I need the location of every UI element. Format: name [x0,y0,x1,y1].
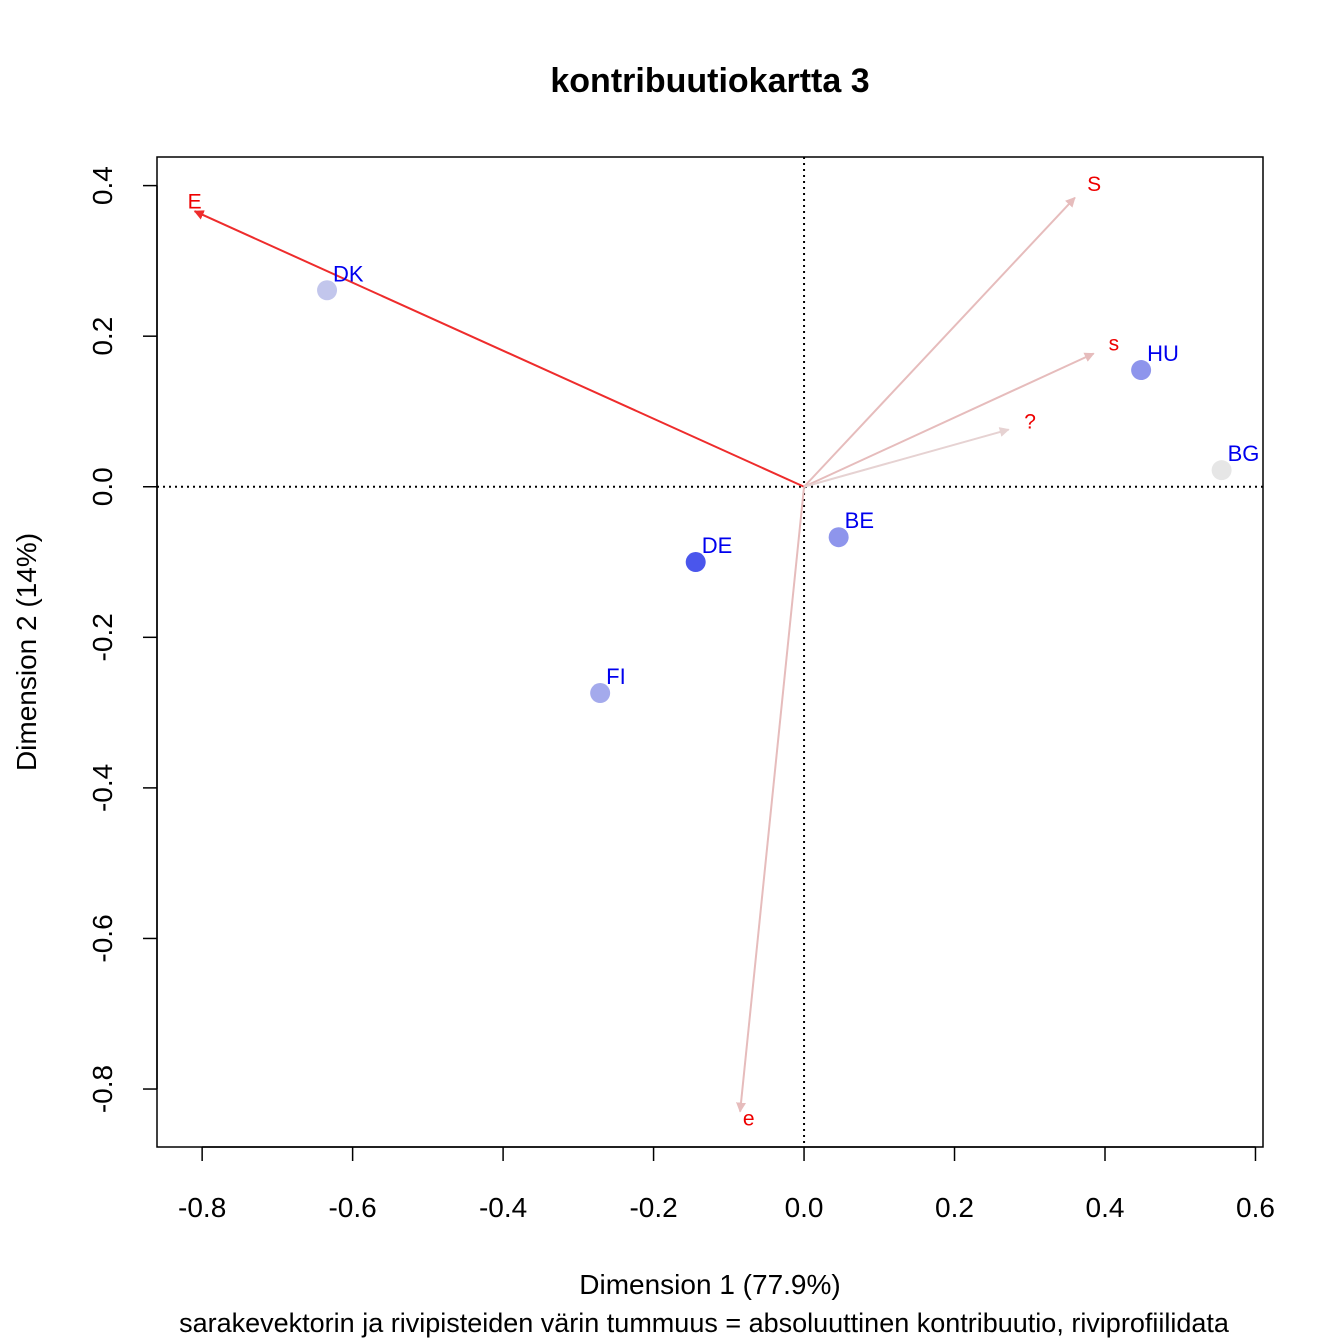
column-vector-arrow [193,210,805,488]
column-vector-label: ? [1024,410,1036,433]
row-point-label: BG [1228,441,1260,466]
y-tick-label: -0.2 [87,613,118,661]
row-point [317,280,338,301]
row-point [828,527,849,548]
x-tick-label: -0.2 [629,1192,677,1223]
y-tick-label: -0.8 [87,1065,118,1113]
y-tick-label: -0.6 [87,914,118,962]
reference-lines [157,157,1263,1147]
x-tick-label: -0.6 [328,1192,376,1223]
x-tick-label: -0.8 [178,1192,226,1223]
row-point [590,683,611,704]
column-vector-label: s [1109,332,1120,355]
x-tick-label: -0.4 [479,1192,527,1223]
column-vectors: E Ss? e [188,173,1119,1131]
x-axis: -0.8 -0.6 -0.4 -0.2 0.0 0.2 0.4 0.6 [178,1146,1275,1223]
column-vector-label: S [1087,173,1101,196]
y-tick-label: -0.4 [87,764,118,812]
row-point-label: DK [333,261,364,286]
row-point [1211,460,1232,481]
y-tick-label: 0.4 [87,166,118,205]
x-tick-label: 0.4 [1086,1192,1125,1223]
x-tick-label: 0.6 [1236,1192,1275,1223]
column-vector-label: e [743,1108,755,1131]
column-vector-arrow [803,352,1095,488]
column-vector-arrow [803,196,1076,488]
row-point-label: DE [702,533,733,558]
x-tick-label: 0.0 [785,1192,824,1223]
row-point [1131,360,1152,381]
row-points: DK HU BG BE DE FI [317,261,1260,704]
column-vector-label: E [188,190,202,213]
column-vector-arrow [736,486,806,1113]
row-point-label: HU [1147,341,1179,366]
y-axis: -0.8 -0.6 -0.4 -0.2 0.0 0.2 0.4 [87,166,158,1113]
column-vector-arrow [803,427,1010,488]
y-tick-label: 0.2 [87,317,118,356]
row-point-label: FI [606,664,626,689]
row-point-label: BE [845,508,874,533]
x-axis-label: Dimension 1 (77.9%) [579,1269,840,1300]
y-axis-label: Dimension 2 (14%) [11,533,42,771]
y-tick-label: 0.0 [87,467,118,506]
x-tick-label: 0.2 [935,1192,974,1223]
plot-frame [156,156,1264,1148]
row-point [685,552,706,573]
chart-subtitle: sarakevektorin ja rivipisteiden värin tu… [179,1308,1230,1338]
chart-title: kontribuutiokartta 3 [550,62,869,100]
